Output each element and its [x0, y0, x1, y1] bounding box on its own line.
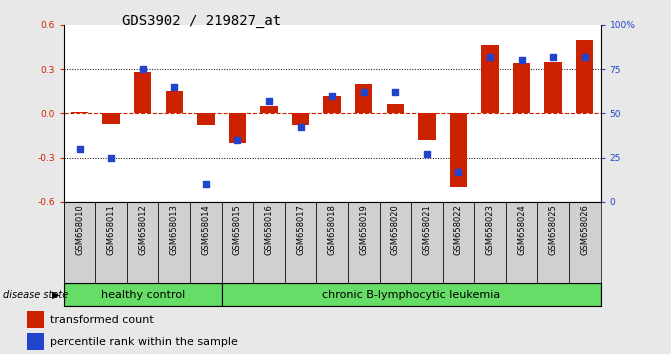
Text: GSM658010: GSM658010	[75, 204, 84, 255]
Point	[421, 151, 432, 157]
Bar	[229, 113, 246, 143]
Text: GSM658012: GSM658012	[138, 204, 147, 255]
Text: ▶: ▶	[52, 290, 59, 299]
Bar	[285, 202, 316, 285]
Text: GSM658026: GSM658026	[580, 204, 589, 255]
Text: GSM658018: GSM658018	[327, 204, 337, 255]
Bar	[27, 311, 44, 328]
Bar	[537, 202, 569, 285]
Text: GSM658024: GSM658024	[517, 204, 526, 255]
Point	[390, 89, 401, 95]
Point	[232, 137, 243, 143]
Bar	[450, 113, 467, 187]
Bar	[64, 283, 221, 306]
Bar	[544, 62, 562, 113]
Bar	[474, 202, 506, 285]
Text: GSM658021: GSM658021	[422, 204, 431, 255]
Text: disease state: disease state	[3, 290, 68, 299]
Point	[579, 54, 590, 59]
Text: transformed count: transformed count	[50, 315, 154, 325]
Bar	[443, 202, 474, 285]
Text: GSM658025: GSM658025	[549, 204, 558, 255]
Bar	[221, 283, 601, 306]
Text: GSM658019: GSM658019	[359, 204, 368, 255]
Bar	[64, 202, 95, 285]
Point	[74, 146, 85, 152]
Bar	[576, 40, 593, 113]
Bar	[418, 113, 435, 140]
Bar	[158, 202, 190, 285]
Point	[548, 54, 558, 59]
Bar	[481, 45, 499, 113]
Bar	[253, 202, 285, 285]
Bar	[411, 202, 443, 285]
Bar	[513, 63, 530, 113]
Text: GSM658020: GSM658020	[391, 204, 400, 255]
Bar	[71, 112, 88, 113]
Bar	[316, 202, 348, 285]
Bar	[197, 113, 215, 125]
Text: GSM658023: GSM658023	[486, 204, 495, 255]
Bar	[323, 96, 341, 113]
Point	[295, 125, 306, 130]
Bar	[190, 202, 221, 285]
Bar	[95, 202, 127, 285]
Point	[358, 89, 369, 95]
Bar	[355, 84, 372, 113]
Bar	[292, 113, 309, 125]
Point	[484, 54, 495, 59]
Bar	[166, 91, 183, 113]
Bar	[134, 72, 152, 113]
Bar	[221, 202, 253, 285]
Text: GDS3902 / 219827_at: GDS3902 / 219827_at	[121, 14, 281, 28]
Point	[106, 155, 117, 160]
Bar	[380, 202, 411, 285]
Point	[453, 169, 464, 175]
Text: GSM658013: GSM658013	[170, 204, 178, 255]
Bar	[569, 202, 601, 285]
Bar	[348, 202, 380, 285]
Text: chronic B-lymphocytic leukemia: chronic B-lymphocytic leukemia	[322, 290, 500, 300]
Point	[201, 181, 211, 187]
Bar	[506, 202, 537, 285]
Point	[169, 84, 180, 90]
Point	[264, 98, 274, 104]
Bar	[27, 333, 44, 350]
Point	[516, 57, 527, 63]
Text: GSM658017: GSM658017	[296, 204, 305, 255]
Text: GSM658015: GSM658015	[233, 204, 242, 255]
Text: GSM658016: GSM658016	[264, 204, 274, 255]
Bar	[103, 113, 120, 124]
Text: GSM658011: GSM658011	[107, 204, 115, 255]
Text: GSM658022: GSM658022	[454, 204, 463, 255]
Bar	[386, 104, 404, 113]
Bar	[127, 202, 158, 285]
Bar	[260, 106, 278, 113]
Text: GSM658014: GSM658014	[201, 204, 210, 255]
Text: healthy control: healthy control	[101, 290, 185, 300]
Point	[327, 93, 338, 98]
Text: percentile rank within the sample: percentile rank within the sample	[50, 337, 238, 347]
Point	[138, 66, 148, 72]
